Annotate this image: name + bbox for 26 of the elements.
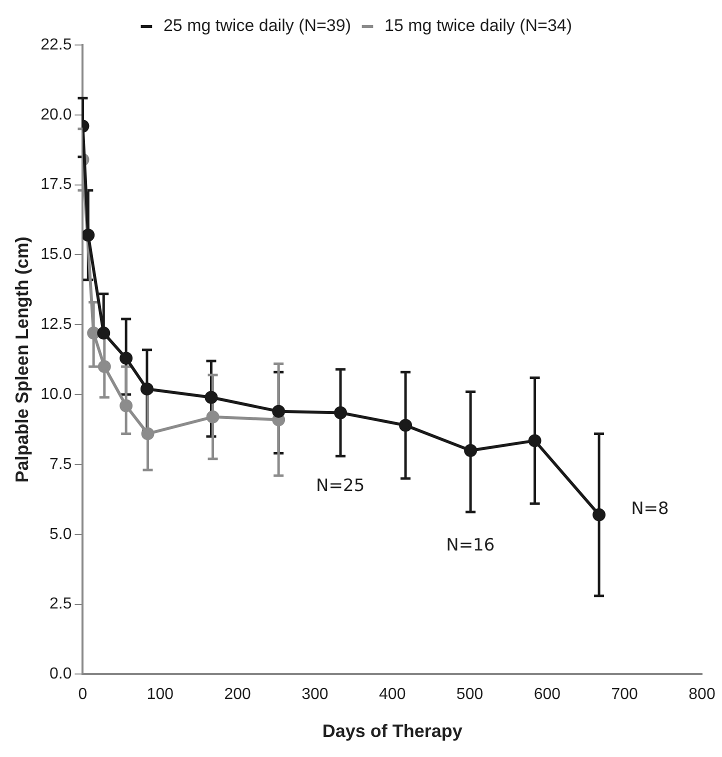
y-tick-label: 0.0 — [49, 666, 72, 683]
y-tick-label: 12.5 — [40, 316, 72, 334]
y-tick-label: 20.0 — [40, 106, 72, 124]
x-axis-title: Days of Therapy — [322, 721, 462, 742]
annotation: N=8 — [631, 498, 669, 519]
y-tick-label: 17.5 — [40, 176, 72, 194]
x-tick-label: 100 — [146, 686, 174, 704]
y-tick-label: 5.0 — [49, 526, 72, 543]
y-tick-label: 7.5 — [49, 456, 72, 473]
y-tick-label: 22.5 — [40, 36, 72, 54]
annotation: N=16 — [446, 535, 495, 556]
y-axis-title: Palpable Spleen Length (cm) — [12, 236, 32, 483]
x-tick-label: 0 — [78, 686, 88, 704]
y-tick-label: 2.5 — [49, 596, 72, 613]
x-tick-label: 600 — [534, 686, 561, 704]
y-tick-label: 10.0 — [40, 386, 72, 403]
y-tick-label: 15.0 — [40, 246, 72, 264]
legend-label: 15 mg twice daily (N=34) — [384, 16, 572, 36]
x-tick-label: 800 — [688, 686, 716, 704]
annotation: N=25 — [316, 476, 365, 496]
x-tick-label: 200 — [224, 686, 251, 704]
legend-label: 25 mg twice daily (N=39) — [163, 16, 352, 36]
x-tick-label: 700 — [611, 686, 638, 704]
x-tick-label: 300 — [302, 686, 328, 704]
x-tick-label: 400 — [379, 686, 406, 704]
x-tick-label: 500 — [456, 686, 484, 704]
